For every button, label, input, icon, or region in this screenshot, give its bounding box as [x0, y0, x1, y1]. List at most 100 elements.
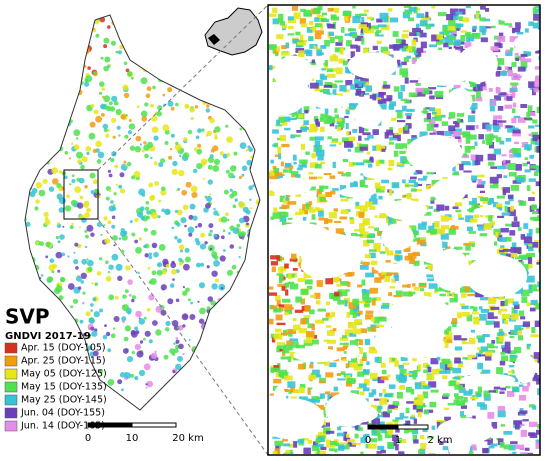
vegetation-patch	[381, 179, 389, 184]
vegetation-patch	[158, 412, 163, 417]
vegetation-patch	[238, 350, 244, 356]
vegetation-patch	[171, 25, 178, 32]
vegetation-patch	[530, 138, 538, 145]
vegetation-patch	[341, 173, 346, 177]
vegetation-patch	[232, 227, 240, 235]
vegetation-patch	[436, 228, 445, 235]
vegetation-patch	[481, 372, 488, 375]
vegetation-patch	[363, 369, 370, 374]
vegetation-patch	[112, 235, 118, 241]
vegetation-patch	[441, 121, 449, 126]
vegetation-patch	[80, 164, 85, 170]
vegetation-patch	[336, 347, 345, 352]
vegetation-patch	[27, 74, 31, 78]
vegetation-patch	[408, 92, 418, 97]
vegetation-patch	[370, 438, 378, 443]
vegetation-patch	[416, 239, 426, 245]
vegetation-patch	[70, 199, 77, 206]
vegetation-patch	[474, 85, 478, 92]
vegetation-patch	[375, 160, 380, 167]
vegetation-patch	[232, 316, 237, 321]
vegetation-patch	[111, 95, 118, 102]
vegetation-patch	[182, 22, 190, 30]
vegetation-patch	[222, 153, 228, 159]
vegetation-patch	[317, 197, 321, 203]
vegetation-patch	[343, 437, 351, 441]
vegetation-patch	[403, 6, 412, 8]
vegetation-patch	[125, 44, 131, 50]
vegetation-patch	[487, 201, 492, 206]
vegetation-patch	[473, 214, 480, 219]
vegetation-patch	[177, 325, 184, 331]
vegetation-patch	[166, 16, 172, 23]
vegetation-patch	[429, 95, 435, 100]
vegetation-patch	[112, 327, 116, 330]
vegetation-patch	[416, 405, 423, 413]
vegetation-patch	[357, 371, 365, 377]
vegetation-patch	[326, 325, 332, 328]
vegetation-patch	[114, 164, 119, 169]
vegetation-patch	[501, 212, 511, 216]
vegetation-patch	[25, 8, 30, 13]
vegetation-patch	[109, 64, 112, 67]
vegetation-patch	[289, 338, 299, 342]
vegetation-patch	[25, 170, 28, 175]
vegetation-patch	[360, 437, 368, 444]
vegetation-patch	[145, 386, 148, 389]
vegetation-patch	[311, 445, 320, 451]
vegetation-patch	[314, 33, 322, 40]
vegetation-patch	[78, 226, 81, 229]
vegetation-patch	[295, 193, 301, 197]
vegetation-patch	[506, 96, 513, 101]
vegetation-patch	[324, 40, 330, 47]
vegetation-patch	[233, 151, 238, 156]
vegetation-patch	[474, 160, 481, 166]
vegetation-patch	[511, 61, 517, 68]
vegetation-patch	[250, 354, 257, 361]
vegetation-patch	[517, 74, 521, 81]
vegetation-patch	[405, 113, 413, 116]
vegetation-patch	[224, 366, 232, 374]
vegetation-patch	[147, 266, 151, 270]
vegetation-patch	[227, 218, 230, 222]
vegetation-patch	[31, 47, 35, 51]
vegetation-patch	[276, 46, 281, 52]
vegetation-patch	[523, 236, 533, 244]
vegetation-patch	[203, 411, 207, 415]
vegetation-patch	[252, 184, 255, 187]
vegetation-patch	[342, 335, 347, 339]
vegetation-patch	[103, 44, 108, 49]
vegetation-patch	[396, 162, 405, 166]
vegetation-patch	[84, 212, 90, 219]
vegetation-patch	[92, 350, 99, 357]
vegetation-patch	[50, 124, 57, 131]
vegetation-patch	[472, 415, 476, 421]
vegetation-patch	[280, 266, 287, 272]
vegetation-patch	[490, 135, 498, 139]
vegetation-patch	[509, 154, 514, 158]
vegetation-patch	[398, 380, 407, 383]
vegetation-patch	[330, 14, 337, 20]
vegetation-patch	[499, 71, 508, 76]
vegetation-patch	[371, 300, 376, 306]
vegetation-patch	[339, 291, 348, 297]
vegetation-patch	[490, 443, 498, 447]
vegetation-patch	[309, 27, 317, 30]
vegetation-patch	[350, 390, 359, 395]
vegetation-patch	[392, 434, 398, 441]
vegetation-patch	[196, 40, 203, 46]
vegetation-patch	[442, 446, 449, 451]
vegetation-patch	[165, 327, 170, 332]
vegetation-patch	[425, 23, 431, 30]
vegetation-patch	[196, 31, 204, 38]
vegetation-patch	[167, 408, 174, 410]
vegetation-patch	[385, 246, 389, 253]
vegetation-patch	[528, 178, 536, 182]
vegetation-patch	[392, 31, 399, 37]
vegetation-patch	[105, 196, 110, 201]
vegetation-patch	[480, 37, 488, 43]
vegetation-patch	[93, 109, 99, 115]
vegetation-patch	[29, 191, 36, 198]
vegetation-patch	[462, 17, 470, 23]
vegetation-patch	[150, 156, 153, 160]
